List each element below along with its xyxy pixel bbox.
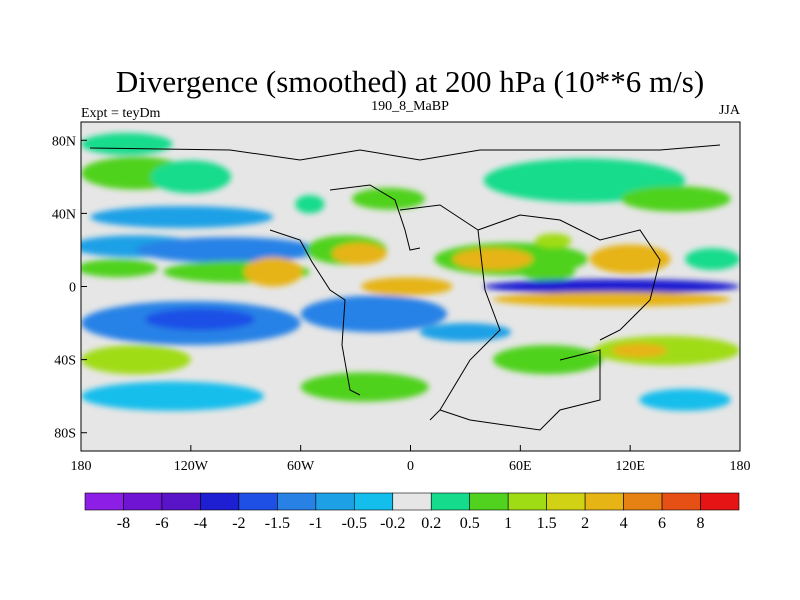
colorbar-swatch-7 — [353, 492, 394, 511]
field-region-6 — [81, 259, 158, 278]
right-label: JJA — [719, 103, 741, 118]
field-region-31 — [492, 344, 603, 375]
x-tick-label-4: 60E — [509, 459, 532, 474]
colorbar-swatch-13 — [584, 492, 624, 511]
field-region-0 — [81, 132, 173, 155]
field-region-28 — [81, 344, 191, 375]
colorbar-swatch-4 — [238, 492, 278, 511]
y-tick-label-4: 80S — [54, 427, 76, 442]
colorbar-label-4: -1.5 — [265, 515, 290, 532]
colorbar-swatch-11 — [507, 492, 547, 511]
colorbar-swatch-14 — [623, 492, 663, 511]
colorbar-label-12: 2 — [581, 515, 589, 532]
colorbar-label-10: 1 — [504, 515, 512, 532]
center-label: 190_8_MaBP — [371, 99, 449, 114]
y-tick-label-0: 80N — [52, 134, 76, 149]
field-region-12 — [295, 195, 325, 214]
field-region-30 — [611, 343, 667, 358]
colorbar-label-13: 4 — [620, 515, 628, 532]
colorbar-label-14: 6 — [658, 515, 666, 532]
field-region-20 — [621, 185, 731, 212]
x-tick-label-1: 120W — [174, 459, 209, 474]
north-america-east — [329, 184, 421, 251]
field-region-34 — [639, 388, 731, 411]
field-region-5 — [135, 237, 319, 263]
y-axis: 80N 40N 0 40S 80S — [52, 134, 87, 442]
southern-coast — [439, 349, 601, 431]
colorbar-label-11: 1.5 — [537, 515, 557, 532]
colorbar-swatch-9 — [430, 492, 471, 511]
colorbar-swatch-16 — [700, 492, 740, 511]
x-tick-label-0: 180 — [71, 459, 92, 474]
x-tick-label-3: 0 — [407, 459, 414, 474]
colorbar-label-6: -0.5 — [342, 515, 367, 532]
field-region-10 — [331, 242, 387, 265]
colorbar-swatch-10 — [469, 492, 509, 511]
colorbar-label-5: -1 — [309, 515, 322, 532]
colorbar-label-2: -4 — [194, 515, 207, 532]
field-region-27 — [419, 323, 512, 342]
x-tick-label-6: 180 — [730, 459, 751, 474]
chart-title: Divergence (smoothed) at 200 hPa (10**6 … — [116, 64, 704, 99]
y-tick-label-3: 40S — [54, 354, 76, 369]
colorbar-swatch-0 — [84, 492, 124, 511]
field-region-23 — [145, 308, 255, 331]
field-region-2 — [150, 160, 232, 194]
field-region-17 — [534, 233, 572, 249]
y-tick-label-2: 0 — [69, 281, 76, 296]
colorbar-swatch-3 — [200, 492, 240, 511]
field-region-13 — [361, 277, 453, 296]
left-label: Expt = teyDm — [81, 106, 161, 121]
x-tick-label-2: 60W — [287, 459, 315, 474]
field-region-15 — [452, 248, 534, 271]
coastlines — [89, 144, 721, 431]
colorbar-label-15: 8 — [697, 515, 705, 532]
colorbar-swatch-12 — [546, 492, 586, 511]
field-region-11 — [351, 187, 426, 210]
field-region-16 — [520, 262, 576, 282]
africa-coast — [399, 204, 501, 421]
colorbar-label-8: 0.2 — [421, 515, 441, 532]
field-region-18 — [589, 244, 671, 274]
colorbar-label-9: 0.5 — [460, 515, 480, 532]
colorbar-swatch-1 — [123, 492, 163, 511]
colorbar-label-3: -2 — [232, 515, 245, 532]
field-region-25 — [483, 279, 740, 294]
colorbar-swatch-2 — [161, 492, 201, 511]
colorbar-swatch-5 — [277, 492, 317, 511]
field-region-3 — [90, 206, 274, 229]
colorbar-swatch-15 — [661, 492, 701, 511]
field-region-21 — [685, 248, 740, 271]
colorbar-label-1: -6 — [155, 515, 168, 532]
plot-area — [81, 122, 740, 451]
colorbar-swatch-8 — [392, 492, 432, 511]
y-tick-label-1: 40N — [52, 207, 76, 222]
eurasia-coast — [477, 214, 661, 341]
x-axis: 180 120W 60W 0 60E 120E 180 — [71, 445, 751, 474]
colorbar-label-0: -8 — [117, 515, 130, 532]
field-region-24 — [300, 295, 448, 333]
colorbar: -8 -6 -4 -2 -1.5 -1 -0.5 -0.2 0.2 0.5 1 1.5 2 4 6 8 — [84, 492, 740, 532]
colorbar-swatch-6 — [315, 492, 355, 511]
northern-coast — [89, 144, 721, 161]
field-region-32 — [81, 381, 265, 411]
americas-coast — [269, 229, 361, 396]
field-region-8 — [243, 257, 303, 287]
field-region-26 — [492, 291, 731, 307]
x-tick-label-5: 120E — [615, 459, 645, 474]
colorbar-label-7: -0.2 — [380, 515, 405, 532]
field-region-33 — [300, 372, 429, 402]
